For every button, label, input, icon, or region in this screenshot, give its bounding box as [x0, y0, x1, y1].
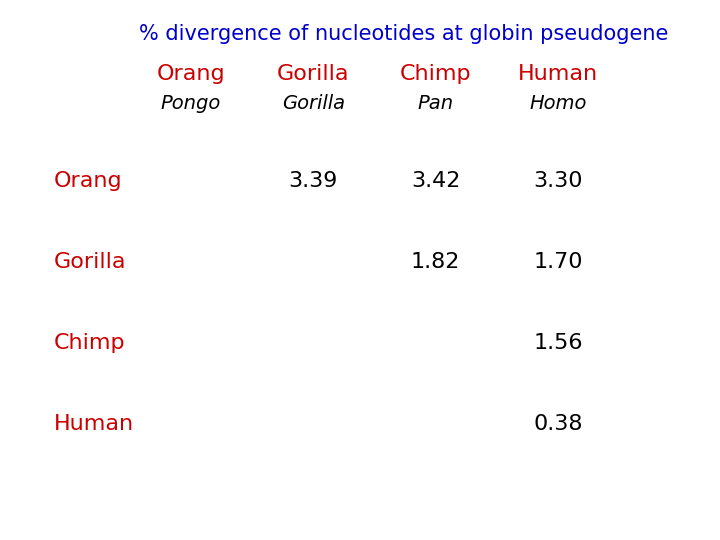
Text: Pan: Pan: [418, 94, 454, 113]
Text: Pongo: Pongo: [161, 94, 221, 113]
Text: 3.30: 3.30: [534, 171, 582, 191]
Text: Gorilla: Gorilla: [277, 64, 349, 84]
Text: 1.70: 1.70: [534, 252, 582, 272]
Text: 1.82: 1.82: [411, 252, 460, 272]
Text: Chimp: Chimp: [400, 64, 472, 84]
Text: Gorilla: Gorilla: [54, 252, 127, 272]
Text: 1.56: 1.56: [534, 333, 582, 353]
Text: Gorilla: Gorilla: [282, 94, 345, 113]
Text: Chimp: Chimp: [54, 333, 125, 353]
Text: % divergence of nucleotides at globin pseudogene: % divergence of nucleotides at globin ps…: [138, 24, 668, 44]
Text: Human: Human: [518, 64, 598, 84]
Text: 3.42: 3.42: [411, 171, 460, 191]
Text: 3.39: 3.39: [289, 171, 338, 191]
Text: Human: Human: [54, 414, 134, 434]
Text: 0.38: 0.38: [534, 414, 582, 434]
Text: Homo: Homo: [529, 94, 587, 113]
Text: Orang: Orang: [54, 171, 122, 191]
Text: Orang: Orang: [156, 64, 225, 84]
